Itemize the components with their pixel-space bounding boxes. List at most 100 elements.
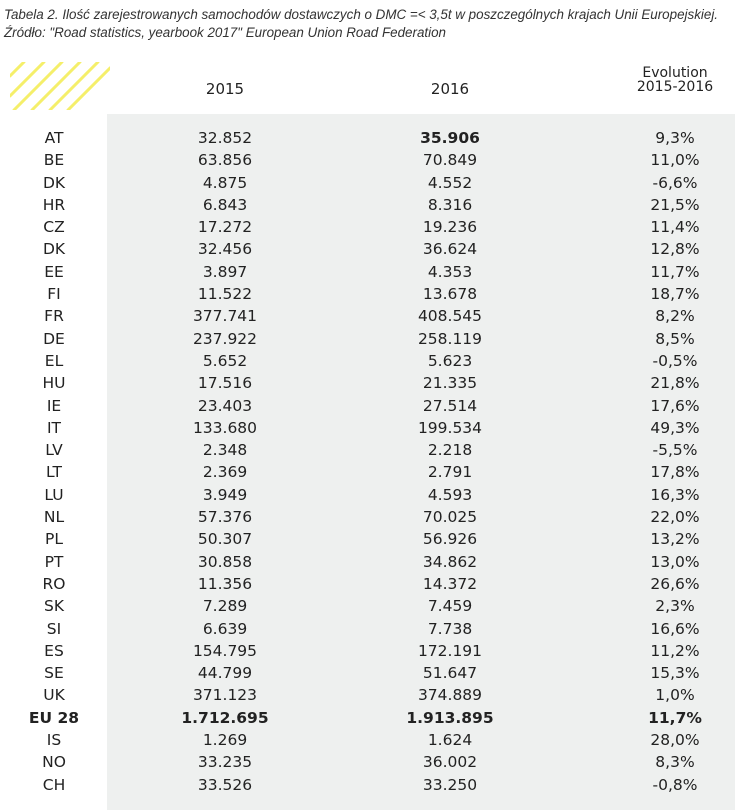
value-2015-cell: 3.949: [202, 485, 248, 504]
value-2015-cell: 154.795: [192, 641, 258, 660]
country-cell: CZ: [43, 218, 65, 237]
value-2016-cell: 4.593: [427, 485, 473, 504]
hatch-decoration: [10, 62, 110, 110]
country-cell: PT: [44, 552, 64, 571]
value-2016-cell: 408.545: [417, 307, 483, 326]
value-2015-cell: 32.456: [197, 240, 253, 259]
evolution-cell: 15,3%: [650, 664, 700, 683]
value-2016-cell: 7.738: [427, 619, 473, 638]
table-row: SI 6.639 7.738 16,6%: [0, 618, 735, 640]
value-2016-cell: 1.913.895: [406, 708, 494, 727]
value-2015-cell: 5.652: [202, 351, 248, 370]
value-2015-cell: 33.235: [197, 753, 253, 772]
value-2016-cell: 56.926: [422, 530, 478, 549]
country-cell: IT: [46, 418, 62, 437]
value-2015-cell: 33.526: [197, 775, 253, 794]
value-2016-cell: 1.624: [427, 731, 473, 750]
value-2016-cell: 4.552: [427, 173, 473, 192]
evolution-cell: 21,8%: [650, 374, 700, 393]
value-2016-cell: 70.849: [422, 151, 478, 170]
country-cell: RO: [42, 574, 66, 593]
value-2015-cell: 32.852: [197, 129, 253, 147]
country-cell: CH: [42, 775, 66, 794]
evolution-cell: 8,5%: [655, 329, 695, 348]
evolution-cell: 11,7%: [650, 262, 700, 281]
table-row: LU 3.949 4.593 16,3%: [0, 484, 735, 506]
table-row: SK 7.289 7.459 2,3%: [0, 595, 735, 617]
value-2016-cell: 34.862: [422, 552, 478, 571]
value-2015-cell: 44.799: [197, 664, 253, 683]
evolution-cell: 8,2%: [655, 307, 695, 326]
country-cell: FI: [47, 285, 61, 304]
value-2016-cell: 33.250: [422, 775, 478, 794]
value-2016-cell: 4.353: [427, 262, 473, 281]
country-cell: AT: [44, 129, 64, 147]
value-2015-cell: 11.522: [197, 285, 253, 304]
value-2016-cell: 70.025: [422, 508, 478, 527]
evolution-cell: 16,3%: [650, 485, 700, 504]
evolution-cell: -0,5%: [652, 351, 698, 370]
table-row: IE 23.403 27.514 17,6%: [0, 395, 735, 417]
country-cell: DK: [42, 240, 66, 259]
country-cell: LV: [45, 441, 63, 460]
value-2016-cell: 199.534: [417, 418, 483, 437]
evolution-cell: 21,5%: [650, 195, 700, 214]
evolution-cell: 18,7%: [650, 285, 700, 304]
evolution-header-line1: Evolution: [642, 65, 708, 81]
country-cell: PL: [45, 530, 63, 549]
table-row: CZ 17.272 19.236 11,4%: [0, 216, 735, 238]
table-row: ES 154.795 172.191 11,2%: [0, 640, 735, 662]
country-cell: BE: [43, 151, 65, 170]
country-cell: EL: [44, 351, 64, 370]
value-2016-cell: 36.002: [422, 753, 478, 772]
table-row: AT 32.852 35.906 9,3%: [0, 127, 735, 149]
table-row: HU 17.516 21.335 21,8%: [0, 372, 735, 394]
evolution-cell: 49,3%: [650, 418, 700, 437]
table-row: IT 133.680 199.534 49,3%: [0, 417, 735, 439]
table-body-background: [107, 114, 735, 810]
evolution-cell: 17,6%: [650, 396, 700, 415]
value-2015-cell: 1.712.695: [181, 708, 269, 727]
country-cell: EU 28: [28, 708, 80, 727]
value-2015-cell: 50.307: [197, 530, 253, 549]
table-row: CH 33.526 33.250 -0,8%: [0, 774, 735, 796]
country-cell: HU: [42, 374, 66, 393]
country-cell: LU: [44, 485, 64, 504]
value-2015-cell: 7.289: [202, 597, 248, 616]
value-2015-cell: 11.356: [197, 574, 253, 593]
value-2015-cell: 63.856: [197, 151, 253, 170]
caption-title: Tabela 2. Ilość zarejestrowanych samocho…: [4, 7, 719, 22]
evolution-cell: 8,3%: [655, 753, 695, 772]
table-row: SE 44.799 51.647 15,3%: [0, 662, 735, 684]
table-row: BE 63.856 70.849 11,0%: [0, 149, 735, 171]
table-row: FR 377.741 408.545 8,2%: [0, 305, 735, 327]
value-2016-cell: 19.236: [422, 218, 478, 237]
value-2015-cell: 3.897: [202, 262, 248, 281]
country-cell: UK: [43, 686, 65, 705]
value-2015-cell: 2.348: [202, 441, 248, 460]
table-row: NL 57.376 70.025 22,0%: [0, 506, 735, 528]
value-2016-cell: 172.191: [417, 641, 483, 660]
value-2015-cell: 30.858: [197, 552, 253, 571]
value-2016-cell: 2.218: [427, 441, 473, 460]
country-cell: IS: [46, 731, 62, 750]
table-row: LT 2.369 2.791 17,8%: [0, 461, 735, 483]
evolution-cell: 12,8%: [650, 240, 700, 259]
country-cell: FR: [44, 307, 64, 326]
table-row: RO 11.356 14.372 26,6%: [0, 573, 735, 595]
value-2015-cell: 371.123: [192, 686, 258, 705]
country-cell: IE: [46, 396, 62, 415]
table-row: HR 6.843 8.316 21,5%: [0, 194, 735, 216]
evolution-cell: -5,5%: [652, 441, 698, 460]
evolution-cell: 11,4%: [650, 218, 700, 237]
table-row: NO 33.235 36.002 8,3%: [0, 751, 735, 773]
table-header: 2015 2016 Evolution 2015-2016: [0, 58, 735, 114]
value-2015-cell: 6.843: [202, 195, 248, 214]
country-cell: NL: [43, 508, 65, 527]
value-2016-cell: 2.791: [427, 463, 473, 482]
value-2016-cell: 13.678: [422, 285, 478, 304]
country-cell: EE: [44, 262, 64, 281]
evolution-cell: 26,6%: [650, 574, 700, 593]
country-cell: LT: [46, 463, 62, 482]
evolution-cell: 11,7%: [648, 708, 702, 727]
